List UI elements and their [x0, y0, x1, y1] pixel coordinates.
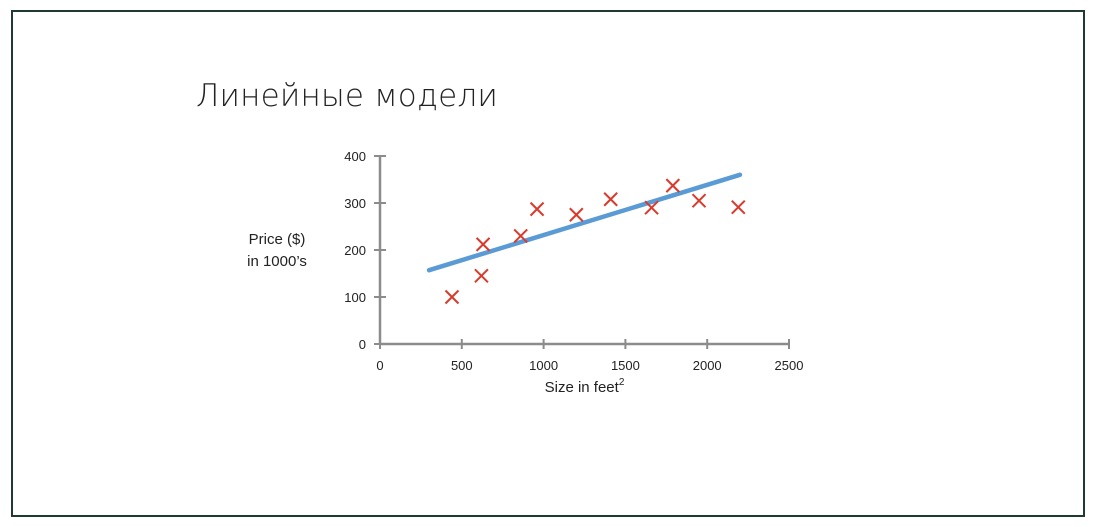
- chart-fit-line-group: [426, 172, 743, 273]
- chart-points: [444, 178, 746, 305]
- data-point-stroke: [731, 200, 746, 215]
- y-tick-label: 400: [344, 149, 366, 164]
- data-point: [444, 289, 460, 305]
- x-tick-label: 1000: [529, 358, 558, 373]
- data-point-stroke: [665, 178, 681, 193]
- slide-title: Линейные модели: [196, 78, 499, 114]
- data-point-stroke: [474, 268, 489, 284]
- data-point-stroke: [529, 201, 545, 217]
- data-point: [474, 268, 489, 284]
- data-point: [513, 228, 528, 244]
- data-point: [731, 200, 746, 215]
- data-point: [603, 192, 618, 207]
- y-tick-label: 100: [344, 290, 366, 305]
- x-tick-label: 500: [451, 358, 473, 373]
- data-point-stroke: [644, 200, 659, 215]
- x-axis-title-text: Size in feet: [545, 379, 620, 396]
- data-point-stroke: [513, 228, 528, 244]
- x-tick-label: 0: [376, 358, 383, 373]
- y-tick-label: 300: [344, 196, 366, 211]
- data-point-stroke: [569, 207, 584, 222]
- data-point: [644, 200, 659, 215]
- y-tick-label: 200: [344, 243, 366, 258]
- x-tick-label: 1500: [611, 358, 640, 373]
- x-tick-label: 2500: [775, 358, 804, 373]
- slide-frame: [11, 10, 1085, 517]
- y-tick-label: 0: [359, 337, 366, 352]
- y-axis-title-line: Price ($): [249, 231, 306, 248]
- x-axis-title: Size in feet2: [545, 377, 625, 396]
- data-point: [475, 237, 491, 252]
- y-axis-title-line: in 1000’s: [247, 253, 307, 270]
- x-axis-title-superscript: 2: [619, 377, 625, 388]
- chart-ticks: 0 500 1000 1500 2000 2500 0 100 200 300 400: [344, 149, 803, 373]
- data-point-stroke: [475, 237, 491, 252]
- data-point-stroke: [603, 192, 618, 207]
- chart-axes: [378, 156, 789, 346]
- regression-line: [426, 172, 743, 273]
- data-point-stroke: [444, 289, 460, 305]
- data-point: [665, 178, 681, 193]
- data-point: [691, 193, 707, 208]
- data-point: [569, 207, 584, 222]
- data-point-stroke: [691, 193, 707, 208]
- chart-labels: Size in feet2 Price ($) in 1000’s: [247, 231, 625, 396]
- data-point: [529, 201, 545, 217]
- x-tick-label: 2000: [693, 358, 722, 373]
